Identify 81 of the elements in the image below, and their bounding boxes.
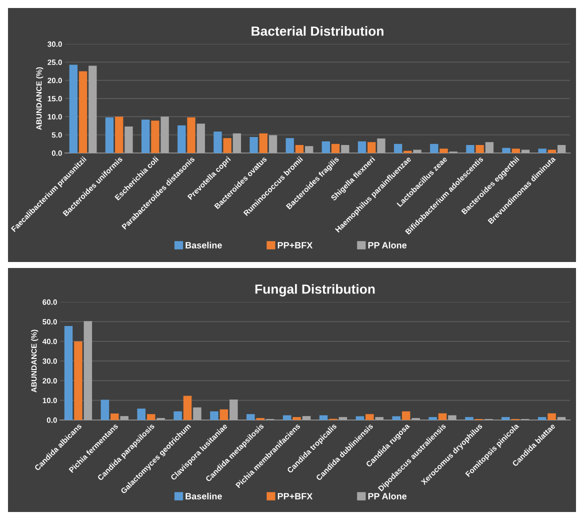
- bar: [375, 417, 384, 420]
- bar: [466, 145, 474, 153]
- bar: [377, 138, 386, 153]
- bar: [223, 138, 232, 153]
- bar: [115, 116, 124, 153]
- bar: [538, 417, 546, 420]
- bar: [319, 415, 328, 420]
- bar: [512, 148, 520, 153]
- bar: [302, 416, 311, 420]
- bar: [428, 417, 437, 420]
- bar: [402, 411, 410, 420]
- bar: [268, 135, 278, 153]
- bar: [465, 417, 474, 420]
- legend-label: PP Alone: [368, 492, 407, 500]
- bar: [282, 415, 292, 420]
- legend-label: Baseline: [186, 492, 222, 500]
- bar: [120, 416, 128, 420]
- bar: [394, 144, 402, 153]
- bar: [358, 141, 366, 153]
- bar: [137, 408, 146, 420]
- bar: [110, 414, 119, 420]
- bar: [246, 414, 255, 420]
- bar: [160, 116, 169, 153]
- bar: [476, 145, 484, 153]
- bar: [196, 124, 205, 153]
- bar: [430, 144, 438, 153]
- bar: [214, 132, 222, 153]
- chart-title: Bacterial Distribution: [252, 26, 384, 36]
- bar: [448, 415, 456, 420]
- bar: [292, 417, 301, 420]
- bar: [413, 150, 422, 153]
- legend-label: Baseline: [186, 242, 222, 248]
- bar: [331, 144, 340, 153]
- bar: [88, 66, 97, 153]
- legend-label: PP Alone: [368, 242, 407, 248]
- bar: [485, 142, 494, 153]
- bar: [178, 125, 186, 153]
- bar: [220, 409, 228, 420]
- bar: [548, 150, 556, 153]
- bar: [366, 414, 374, 420]
- bar: [322, 141, 330, 153]
- bar: [548, 413, 556, 420]
- bar: [341, 145, 350, 153]
- bar: [174, 411, 182, 420]
- bar: [64, 326, 73, 420]
- bar: [250, 137, 258, 153]
- bar: [84, 321, 92, 420]
- bar: [440, 148, 448, 153]
- bar: [69, 64, 78, 153]
- bar: [210, 411, 218, 420]
- bar: [438, 413, 447, 420]
- bar: [146, 414, 156, 420]
- bar: [124, 126, 133, 153]
- bar: [286, 138, 294, 153]
- bar: [183, 396, 192, 420]
- bar: [356, 416, 364, 420]
- bar: [502, 417, 510, 420]
- bar: [538, 148, 546, 153]
- legend-label: PP+BFX: [278, 242, 313, 248]
- bar: [187, 117, 196, 153]
- bar: [151, 120, 160, 153]
- bar: [557, 145, 566, 153]
- bar: [78, 71, 88, 153]
- bar: [521, 150, 530, 153]
- bar: [368, 142, 376, 153]
- bar: [557, 417, 566, 420]
- bar: [193, 407, 202, 420]
- bar: [304, 146, 314, 153]
- chart-title: Fungal Distribution: [255, 284, 375, 296]
- legend-label: PP+BFX: [278, 493, 313, 500]
- bar: [230, 400, 238, 420]
- bar: [295, 145, 304, 153]
- bar: [338, 417, 348, 420]
- bar: [232, 133, 242, 153]
- bar: [141, 120, 150, 153]
- bar: [100, 400, 110, 420]
- bar: [392, 416, 400, 420]
- bar: [105, 117, 114, 153]
- bar: [259, 133, 268, 153]
- bar: [502, 148, 510, 153]
- bar: [74, 341, 82, 420]
